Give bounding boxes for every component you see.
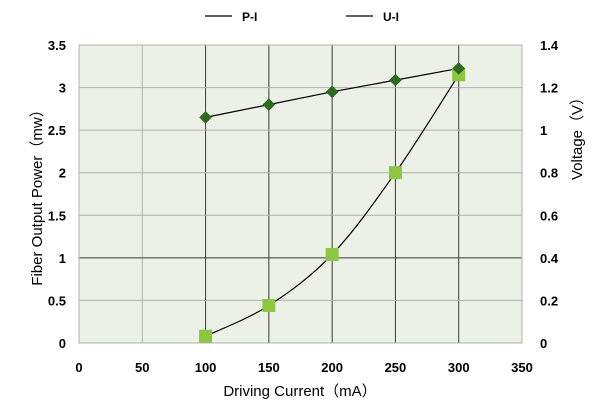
data-point-p-i [388, 166, 402, 180]
data-point-u-i [262, 98, 276, 111]
legend: P-I U-I [205, 10, 399, 24]
y-right-tick-label: 0.8 [540, 166, 558, 181]
data-point-p-i [262, 299, 276, 313]
x-tick-label: 300 [448, 360, 470, 375]
y-left-tick-label: 2 [59, 166, 66, 181]
x-tick-label: 150 [258, 360, 280, 375]
y-right-tick-label: 0.6 [540, 208, 558, 223]
y-right-tick-label: 1.2 [540, 81, 558, 96]
y-left-tick-label: 2.5 [48, 123, 66, 138]
x-tick-label: 0 [75, 360, 82, 375]
y-left-axis-title: Fiber Output Power（mw） [29, 102, 46, 285]
y-left-tick-label: 1.5 [48, 208, 66, 223]
x-axis-title: Driving Current（mA） [223, 383, 376, 400]
y-right-axis-title: Voltage（V） [569, 90, 586, 180]
data-point-p-i [452, 68, 466, 82]
y-right-tick-labels: 0 0.2 0.4 0.6 0.8 1 1.2 1.4 [540, 38, 559, 351]
data-point-p-i [199, 329, 213, 343]
data-point-p-i [325, 247, 339, 261]
x-tick-label: 200 [321, 360, 343, 375]
y-left-tick-label: 3.5 [48, 38, 66, 53]
y-right-tick-label: 0.4 [540, 251, 559, 266]
grid [79, 45, 522, 343]
data-point-u-i [452, 62, 466, 75]
plot-border [78, 44, 523, 344]
legend-label-p-i: P-I [242, 10, 257, 24]
x-tick-label: 350 [511, 360, 533, 375]
x-tick-label: 250 [385, 360, 407, 375]
x-tick-labels: 0 50 100 150 200 250 300 350 [75, 360, 532, 375]
y-right-tick-label: 0 [540, 336, 547, 351]
y-right-tick-label: 0.2 [540, 293, 558, 308]
data-point-u-i [325, 85, 339, 99]
y-left-tick-label: 0.5 [48, 293, 66, 308]
y-left-tick-label: 1 [59, 251, 66, 266]
data-point-u-i [199, 111, 212, 124]
y-left-tick-labels: 0 0.5 1 1.5 2 2.5 3 3.5 [48, 38, 66, 351]
x-tick-label: 50 [135, 360, 149, 375]
data-point-u-i [389, 73, 402, 87]
series-markers [199, 62, 466, 343]
plot-area [79, 45, 522, 343]
y-left-tick-label: 3 [59, 81, 66, 96]
y-right-tick-label: 1 [540, 123, 547, 138]
x-tick-label: 100 [195, 360, 217, 375]
y-left-tick-label: 0 [59, 336, 66, 351]
legend-label-u-i: U-I [383, 10, 399, 24]
y-right-tick-label: 1.4 [540, 38, 559, 53]
